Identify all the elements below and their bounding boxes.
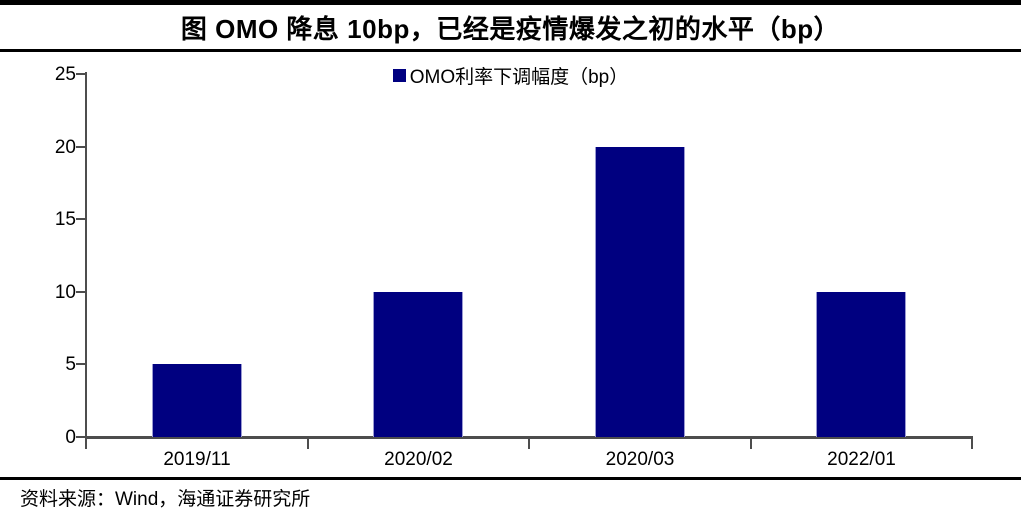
source-note: 资料来源：Wind，海通证券研究所 [20, 489, 311, 510]
legend: OMO利率下调幅度（bp） [0, 62, 1021, 89]
x-axis-tick [971, 437, 973, 449]
y-axis-tick [76, 436, 85, 438]
x-axis-tick-label: 2022/01 [827, 449, 896, 470]
x-axis-tick-label: 2019/11 [163, 449, 231, 470]
x-axis-tick [85, 437, 87, 449]
legend-label: OMO利率下调幅度（bp） [409, 67, 629, 88]
y-axis-tick-label: 5 [65, 354, 76, 376]
x-axis-tick [749, 437, 752, 449]
y-axis-tick-label: 0 [65, 427, 76, 448]
top-border-rule [0, 0, 1021, 5]
footer-separator-rule [0, 477, 1021, 480]
y-axis-tick-label: 10 [54, 281, 76, 303]
y-axis-tick-label: 20 [54, 136, 76, 158]
y-axis-tick-label: 15 [54, 209, 76, 231]
y-axis-tick-label: 25 [54, 64, 76, 85]
bar [816, 291, 907, 437]
bar [594, 146, 685, 437]
y-axis-tick [76, 363, 85, 366]
title-separator-rule [0, 49, 1021, 52]
y-axis-tick [76, 290, 85, 293]
x-axis-tick-label: 2020/03 [605, 449, 675, 470]
x-axis-tick [306, 437, 309, 449]
bar [373, 291, 464, 437]
x-axis-tick [528, 437, 530, 449]
x-axis-tick-label: 2020/02 [384, 449, 453, 470]
y-axis-tick [76, 73, 85, 75]
legend-swatch-icon [392, 69, 406, 82]
y-axis-tick [76, 145, 85, 148]
y-axis [85, 72, 87, 438]
chart-title: 图 OMO 降息 10bp，已经是疫情爆发之初的水平（bp） [180, 14, 841, 44]
bar [151, 364, 242, 437]
y-axis-tick [76, 218, 85, 221]
